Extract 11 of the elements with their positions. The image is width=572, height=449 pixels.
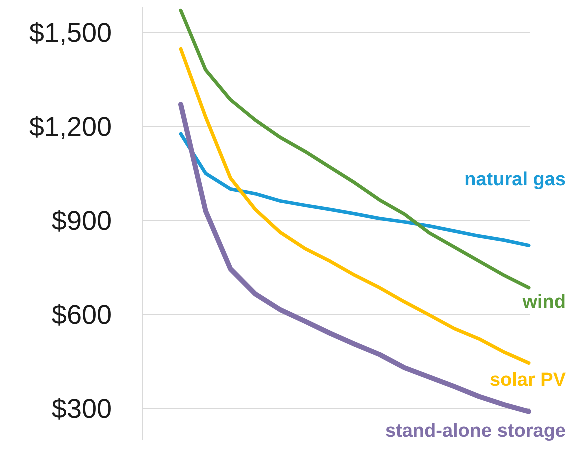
y-tick-label: $1,200	[29, 112, 112, 142]
y-tick-label: $300	[52, 394, 112, 424]
line-series	[179, 132, 531, 248]
series-label: stand-alone storage	[385, 420, 566, 442]
series-label: solar PV	[490, 370, 566, 392]
y-tick-label: $900	[52, 206, 112, 236]
series-label: wind	[522, 292, 566, 313]
text: natural gas	[464, 170, 566, 191]
line-series	[179, 8, 531, 290]
y-tick-label: $600	[52, 300, 112, 330]
y-tick-label: $1,500	[29, 18, 112, 48]
